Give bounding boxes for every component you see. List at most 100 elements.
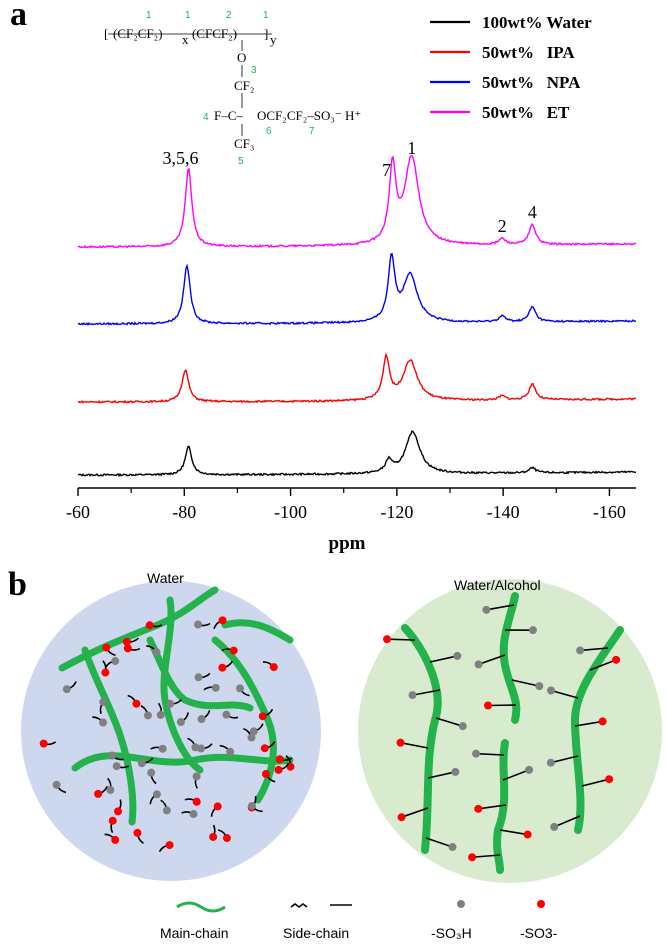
so3-group: [468, 853, 477, 862]
so3-group: [101, 668, 110, 677]
so3-group: [122, 637, 131, 646]
so3-group: [274, 765, 283, 774]
main-chain-key-icon: [176, 901, 226, 913]
so3h-group: [176, 718, 185, 727]
x-axis-ticks: -60 -80 -100 -120 -140 -160: [66, 488, 626, 522]
so3h-group: [472, 749, 481, 758]
structure-num-4: 4: [203, 112, 209, 123]
so3-group: [123, 644, 132, 653]
side-chain: [581, 778, 610, 787]
chart-legend: 100wt% Water 50wt% IPA 50wt% NPA 50wt% ET: [430, 13, 592, 122]
water-alcohol-circle: Water/Alcohol: [358, 577, 662, 883]
so3h-group: [458, 722, 467, 731]
so3h-group: [482, 605, 491, 614]
main-chain: [211, 636, 277, 804]
side-chain: [550, 755, 579, 764]
so3-group: [229, 646, 238, 655]
so3-group: [612, 655, 621, 664]
spectra-traces: [77, 154, 637, 478]
structure-num-7: 7: [309, 126, 315, 137]
so3h-group: [226, 747, 235, 756]
so3h-group: [99, 697, 108, 706]
main-chain: [160, 596, 204, 774]
so3-group: [218, 663, 227, 672]
so3h-key-icon: [457, 900, 465, 908]
so3-group: [165, 841, 174, 850]
so3h-group: [474, 660, 483, 669]
so3h-group: [247, 733, 256, 742]
structure-num-1b: 1: [185, 10, 191, 21]
so3-group: [39, 739, 48, 748]
structure-cf2: CF₂: [234, 78, 254, 93]
so3h-group: [166, 699, 175, 708]
peak-annotation: 1: [407, 138, 416, 158]
structure-num-6: 6: [266, 126, 272, 137]
side-chain: [478, 804, 507, 810]
structure-num-5: 5: [238, 156, 244, 167]
so3h-group: [147, 768, 156, 777]
main-chain: [71, 752, 294, 772]
so3-group: [102, 643, 111, 652]
so3-group: [383, 635, 392, 644]
peak-annotation: 7: [382, 160, 391, 180]
so3-group: [260, 744, 269, 753]
so3h-group: [535, 682, 544, 691]
side-chain-key-icon-a: [290, 903, 308, 908]
so3h-group: [143, 711, 152, 720]
so3-group: [396, 738, 405, 747]
so3-group: [133, 828, 142, 837]
x-tick-label: -80: [172, 502, 196, 522]
so3-group: [209, 832, 218, 841]
main-chain: [81, 646, 137, 826]
so3h-group: [111, 657, 120, 666]
side-chain: [511, 679, 540, 687]
so3h-group: [235, 684, 244, 693]
so3h-group: [222, 710, 231, 719]
legend-entry: 50wt% ET: [482, 103, 570, 122]
water-alcohol-circle-bg: [358, 579, 662, 883]
so3h-group: [137, 759, 146, 768]
side-chain: [574, 720, 603, 727]
panel-label-a: a: [10, 0, 27, 33]
structure-o1: O: [237, 50, 246, 65]
spectrum-trace: [77, 154, 637, 249]
side-chain: [472, 854, 501, 859]
so3h-group: [211, 683, 220, 692]
so3-group: [222, 834, 231, 843]
structure-num-2: 2: [226, 10, 232, 21]
so3h-group: [156, 710, 165, 719]
so3-key-label: -SO3-: [520, 925, 558, 941]
so3h-group: [192, 772, 201, 781]
schematic-key: Main-chain Side-chain -SO₃H -SO3-: [160, 900, 558, 941]
so3h-group: [550, 822, 559, 831]
panel-label-b: b: [8, 566, 27, 603]
so3-key-icon: [537, 900, 545, 908]
water-alcohol-circle-title: Water/Alcohol: [454, 577, 541, 593]
main-chain: [146, 636, 254, 712]
so3h-group: [194, 620, 203, 629]
so3-group: [258, 712, 267, 721]
side-chain: [412, 689, 441, 696]
so3h-group: [546, 758, 555, 767]
schematic-diagram: Water Water/Alcohol Main-chain Side-chai…: [21, 570, 662, 941]
so3-group: [145, 621, 154, 630]
structure-num-3: 3: [251, 65, 257, 76]
structure-fc: F–C–: [214, 108, 243, 123]
side-chain: [478, 654, 506, 666]
so3h-key-label: -SO₃H: [431, 925, 472, 941]
side-chain: [499, 829, 528, 836]
side-chain: [487, 704, 517, 707]
so3h-group: [158, 744, 167, 753]
so3-group: [275, 755, 284, 764]
so3-group: [111, 835, 120, 844]
main-chain: [221, 619, 294, 644]
so3-group: [397, 813, 406, 822]
spectrum-trace: [77, 430, 637, 478]
side-chain: [550, 689, 579, 699]
structure-row1b: (CFCF₂): [192, 26, 237, 41]
so3h-group: [106, 785, 115, 794]
side-chain: [427, 771, 456, 779]
main-chain: [493, 739, 509, 874]
peak-annotation: 4: [528, 202, 537, 222]
so3-group: [605, 775, 614, 784]
